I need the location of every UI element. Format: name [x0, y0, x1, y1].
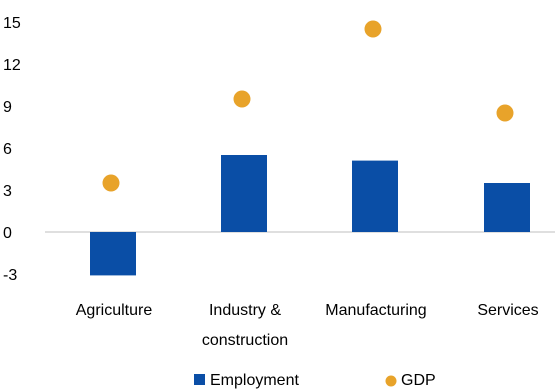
- category-label: Manufacturing: [325, 302, 426, 319]
- gdp-markers: [102, 20, 514, 192]
- gdp-marker: [102, 174, 120, 192]
- y-tick-label: 0: [3, 225, 12, 242]
- employment-bar: [484, 183, 530, 232]
- y-axis-tick-labels: 15 12 9 6 3 0 -3: [3, 15, 21, 284]
- employment-bar: [221, 155, 267, 232]
- legend-label-employment: Employment: [210, 372, 299, 389]
- legend: Employment GDP: [194, 372, 436, 389]
- y-tick-label: 6: [3, 141, 12, 158]
- gdp-marker: [364, 20, 382, 38]
- y-tick-label: 9: [3, 99, 12, 116]
- legend-swatch-gdp: [385, 375, 397, 387]
- employment-bar: [352, 160, 398, 232]
- employment-bar: [90, 232, 136, 276]
- gdp-marker: [496, 104, 514, 122]
- category-label: Services: [477, 302, 538, 319]
- category-label: Agriculture: [76, 302, 153, 319]
- gdp-marker: [233, 90, 251, 108]
- category-label: Industry &: [209, 302, 281, 319]
- y-tick-label: 12: [3, 57, 21, 74]
- category-labels: Agriculture Industry & construction Manufac…: [76, 302, 539, 349]
- employment-bars: [90, 155, 530, 276]
- category-label: construction: [202, 332, 288, 349]
- legend-swatch-employment: [194, 374, 205, 385]
- y-tick-label: -3: [3, 267, 17, 284]
- legend-label-gdp: GDP: [401, 372, 436, 389]
- y-tick-label: 15: [3, 15, 21, 32]
- y-tick-label: 3: [3, 183, 12, 200]
